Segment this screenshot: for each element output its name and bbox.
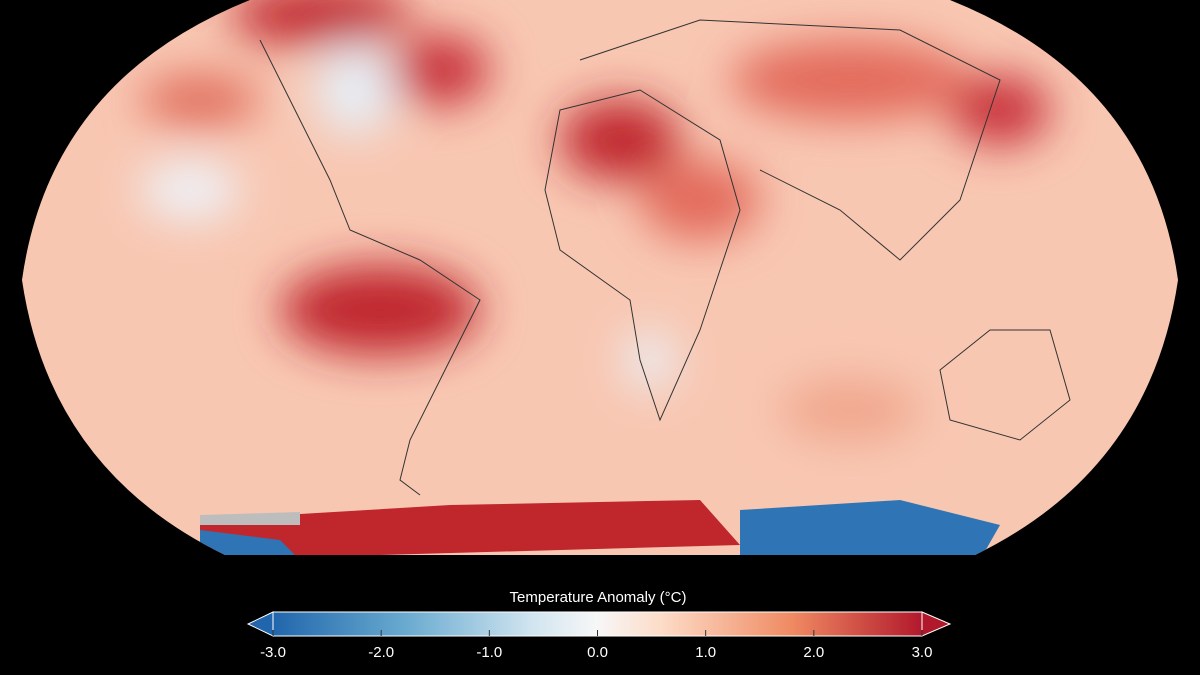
colorbar-title: Temperature Anomaly (°C) [510, 589, 687, 606]
colorbar-tick-label: 2.0 [803, 644, 824, 661]
colorbar-tick-label: -2.0 [368, 644, 394, 661]
colorbar-extend-low [246, 611, 274, 637]
colorbar-extend-high [921, 611, 952, 637]
colorbar [246, 611, 952, 637]
map [22, 0, 1178, 555]
colorbar-tick-label: -3.0 [260, 644, 286, 661]
colorbar-tick-label: 3.0 [912, 644, 933, 661]
colorbar-tick-label: 1.0 [695, 644, 716, 661]
colorbar-tick-label: -1.0 [476, 644, 502, 661]
colorbar-tick-label: 0.0 [587, 644, 608, 661]
